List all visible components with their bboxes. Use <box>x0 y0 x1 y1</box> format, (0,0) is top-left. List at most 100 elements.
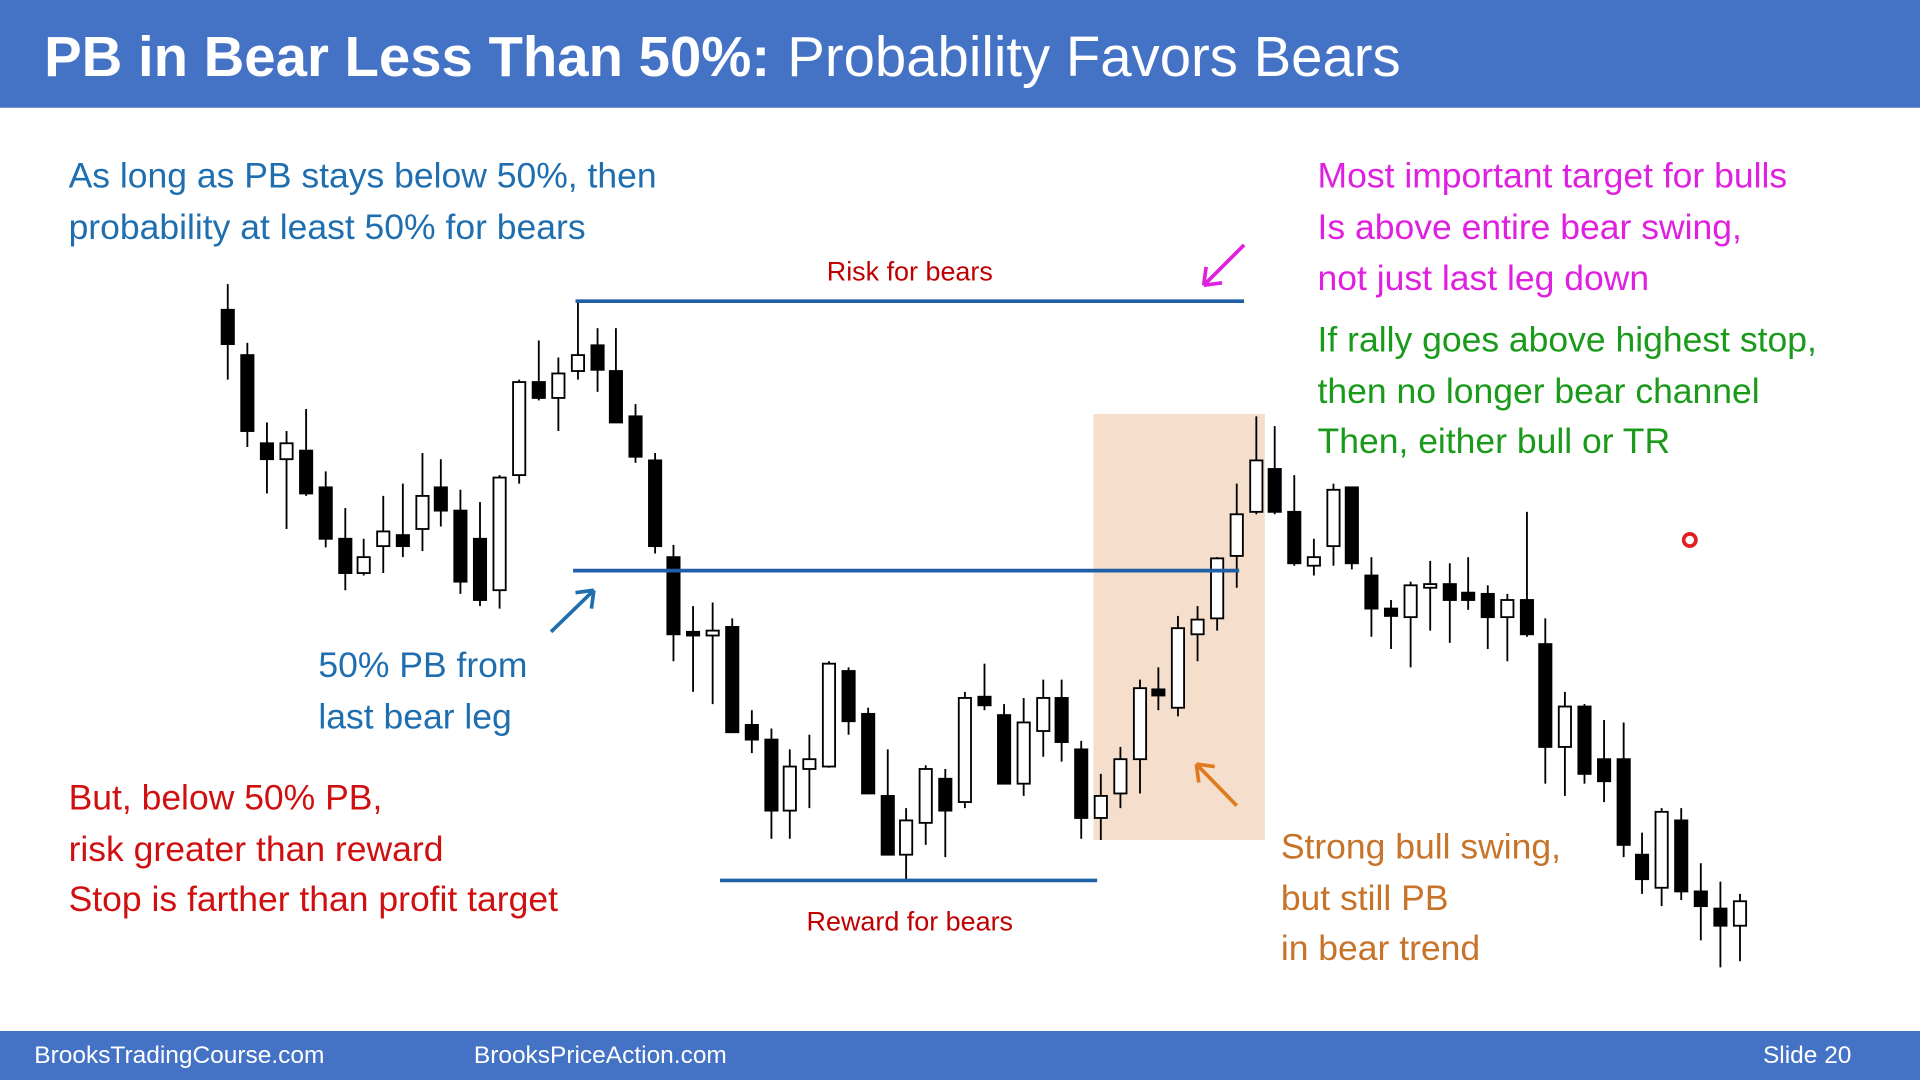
candle-body <box>279 442 294 461</box>
candle-body <box>841 670 856 723</box>
candle-body <box>259 442 274 461</box>
note-line: risk greater than reward <box>69 829 444 869</box>
candle-body <box>1423 583 1438 589</box>
candle-body <box>1036 697 1051 732</box>
candle-body <box>686 630 701 637</box>
candle-body <box>648 459 663 548</box>
candle-body <box>1326 488 1341 548</box>
candle-body <box>1538 643 1553 748</box>
candle-body <box>1267 468 1282 513</box>
note-line: in bear trend <box>1281 928 1480 968</box>
candle-body <box>1577 705 1592 775</box>
note-line: but still PB <box>1281 878 1449 918</box>
candle-body <box>318 486 333 540</box>
footer-center: BrooksPriceAction.com <box>474 1042 727 1069</box>
candle-body <box>492 476 507 592</box>
title: PB in Bear Less Than 50%: Probability Fav… <box>44 25 1401 88</box>
candle-body <box>880 795 895 856</box>
candle-body <box>1713 907 1728 927</box>
mid-note: 50% PB from last bear leg <box>318 645 527 736</box>
candle-body <box>782 765 797 812</box>
candle-body <box>1519 599 1534 636</box>
candle-body <box>551 372 566 399</box>
candle-body <box>1654 810 1669 889</box>
candle-body <box>957 697 972 803</box>
reward-label: Reward for bears <box>807 907 1014 937</box>
candle-body <box>899 819 914 856</box>
note-line: Is above entire bear swing, <box>1318 207 1742 247</box>
candle-body <box>1442 583 1457 601</box>
candle-body <box>725 626 740 734</box>
candle-body <box>821 662 837 768</box>
candle-body <box>918 768 933 824</box>
candle-body <box>240 354 255 432</box>
note-line: Most important target for bulls <box>1318 155 1788 195</box>
arrows <box>549 243 1246 807</box>
candle-body <box>1113 758 1128 795</box>
arrow-blue <box>549 588 596 634</box>
note-line: Stop is farther than profit target <box>69 879 559 919</box>
candle-body <box>1500 599 1515 619</box>
candle-body <box>1229 513 1244 557</box>
candle-body <box>590 344 605 371</box>
note-line: Strong bull swing, <box>1281 826 1561 866</box>
candle-body <box>356 556 371 574</box>
arrow-orange <box>1194 762 1239 807</box>
note-line: Then, either bull or TR <box>1318 421 1671 461</box>
candle-body <box>1344 486 1359 565</box>
candle-body <box>938 777 953 812</box>
candle-body <box>1383 607 1399 617</box>
footer-right: Slide 20 <box>1763 1042 1851 1069</box>
candle-body <box>415 495 430 530</box>
candle-body <box>1249 459 1264 513</box>
candle-body <box>1016 721 1031 785</box>
note-line: then no longer bear channel <box>1318 371 1760 411</box>
title-rest: Probability Favors Bears <box>787 25 1400 88</box>
candle-body <box>1210 557 1225 620</box>
note-line: As long as PB stays below 50%, then <box>69 155 657 195</box>
channel-note: If rally goes above highest stop, then n… <box>1318 319 1817 461</box>
note-line: last bear leg <box>318 697 511 737</box>
risk-note: But, below 50% PB, risk greater than rew… <box>69 777 559 919</box>
footer-left: BrooksTradingCourse.com <box>34 1042 324 1069</box>
candle-body <box>1732 900 1748 927</box>
candle-body <box>531 381 546 399</box>
candle-body <box>338 537 353 574</box>
candle-body <box>1461 591 1476 601</box>
title-bold: PB in Bear Less Than 50%: <box>44 25 770 88</box>
bull-target-note: Most important target for bulls Is above… <box>1318 155 1788 298</box>
candle-body <box>628 415 643 458</box>
header-bar <box>0 0 1920 108</box>
candles <box>220 284 1748 968</box>
candle-body <box>705 629 720 637</box>
candle-body <box>1074 748 1089 819</box>
candle-body <box>570 354 585 372</box>
candle-body <box>666 556 681 636</box>
candle-body <box>1480 592 1495 619</box>
footer: BrooksTradingCourse.com BrooksPriceActio… <box>34 1042 1851 1069</box>
candle-body <box>608 370 623 424</box>
candle-body <box>1693 890 1708 908</box>
candle-body <box>1364 574 1379 610</box>
candle-body <box>1306 556 1321 567</box>
candle-body <box>453 509 468 583</box>
candle-body <box>1151 688 1166 697</box>
candle-body <box>472 537 488 601</box>
candle-body <box>1170 627 1185 709</box>
cursor-dot <box>1681 532 1698 548</box>
note-line: probability at least 50% for bears <box>69 207 586 247</box>
candle-body <box>1132 687 1148 761</box>
footer-bar <box>0 1031 1920 1080</box>
left-note: As long as PB stays below 50%, then prob… <box>69 155 657 246</box>
note-line: If rally goes above highest stop, <box>1318 319 1817 359</box>
candle-body <box>1557 705 1572 748</box>
candle-body <box>802 758 817 770</box>
candle-body <box>1674 819 1689 893</box>
candle-body <box>299 449 314 495</box>
candle-body <box>1287 510 1302 565</box>
candle-body <box>1403 584 1418 619</box>
swing-note: Strong bull swing, but still PB in bear … <box>1281 826 1561 968</box>
candle-body <box>1616 758 1631 846</box>
risk-label: Risk for bears <box>827 256 993 286</box>
